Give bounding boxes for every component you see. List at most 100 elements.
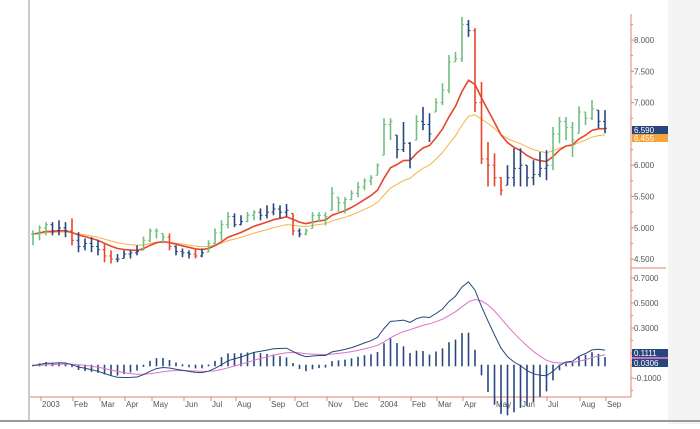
time-tick-label: Oct xyxy=(296,400,309,409)
last-price-label-bg xyxy=(632,126,668,134)
ohlc-bar xyxy=(102,243,107,263)
ohlc-bar xyxy=(258,208,263,221)
macd-line xyxy=(32,281,606,379)
macd-tick-label: 0.5000 xyxy=(634,299,659,308)
ohlc-bar xyxy=(187,250,191,259)
time-tick-label: Feb xyxy=(74,400,88,409)
price-bars xyxy=(31,16,607,264)
ohlc-bar xyxy=(466,19,471,37)
ohlc-bar xyxy=(193,248,198,259)
macd-axis: 0.7000 0.5000 0.3000 -0.1000 xyxy=(631,274,662,391)
ohlc-bar xyxy=(434,98,438,113)
ohlc-bar xyxy=(278,205,282,219)
ohlc-bar xyxy=(304,228,308,236)
ohlc-bar xyxy=(330,187,334,211)
ohlc-bar xyxy=(447,55,451,94)
macd-tick-label: 0.7000 xyxy=(634,274,659,283)
time-tick-label: Aug xyxy=(581,400,595,409)
time-tick-label: Nov xyxy=(328,400,342,409)
ohlc-bar xyxy=(479,81,484,164)
ohlc-bar xyxy=(70,218,74,246)
last-macd-label-bg xyxy=(632,349,668,357)
time-tick-label: Aug xyxy=(237,400,251,409)
time-tick-label: Jun xyxy=(185,400,198,409)
price-tick-label: 4.500 xyxy=(634,255,655,264)
ohlc-bar xyxy=(271,203,276,216)
ohlc-bar xyxy=(174,245,178,256)
ohlc-bar xyxy=(343,197,347,214)
ohlc-bar xyxy=(219,220,224,241)
last-ma-label: 6.455 xyxy=(634,134,655,143)
ohlc-bar xyxy=(460,16,464,62)
ohlc-bar xyxy=(63,222,68,238)
ohlc-bar xyxy=(388,118,393,141)
price-axis: 8.000 7.500 7.000 6.000 5.500 5.000 4.500 xyxy=(630,14,666,397)
ohlc-bar xyxy=(570,122,575,158)
ohlc-bar xyxy=(96,240,100,256)
ohlc-bar xyxy=(83,238,87,251)
ohlc-bar xyxy=(232,213,237,228)
ohlc-bar xyxy=(557,116,562,144)
ohlc-bar xyxy=(180,248,185,258)
ohlc-bar xyxy=(213,228,217,246)
ohlc-bar xyxy=(473,28,477,112)
ohlc-bar xyxy=(427,113,432,143)
price-tick-label: 5.500 xyxy=(634,193,655,202)
time-tick-label: 2003 xyxy=(42,400,60,409)
ohlc-bar xyxy=(512,148,516,187)
ohlc-bar xyxy=(135,245,139,256)
ohlc-bar xyxy=(206,240,211,253)
ohlc-bar xyxy=(395,134,399,159)
ohlc-bar xyxy=(362,178,367,191)
time-tick-label: Sep xyxy=(607,400,622,409)
ohlc-bar xyxy=(590,100,594,121)
time-tick-label: Mar xyxy=(438,400,452,409)
ohlc-bar xyxy=(323,212,328,226)
right-margin-panel xyxy=(668,0,700,424)
ohlc-bar xyxy=(317,212,321,223)
macd-tick-label: -0.1000 xyxy=(634,374,662,383)
ohlc-bar xyxy=(603,110,607,134)
time-tick-label: Apr xyxy=(464,400,477,409)
ohlc-bar xyxy=(518,148,523,187)
time-tick-label: Jul xyxy=(212,400,222,409)
time-tick-label: Jul xyxy=(548,400,558,409)
ohlc-bar xyxy=(453,51,458,63)
ohlc-bar xyxy=(349,190,354,201)
ohlc-bar xyxy=(421,106,425,131)
price-tick-label: 6.000 xyxy=(634,161,655,170)
ohlc-bar xyxy=(414,115,419,141)
time-tick-label: May xyxy=(496,400,511,409)
ohlc-bar xyxy=(167,233,172,251)
ohlc-bar xyxy=(499,177,503,196)
ohlc-bar xyxy=(161,232,165,244)
ohlc-bar xyxy=(356,182,360,198)
last-ma-label-bg xyxy=(632,134,668,142)
ohlc-bar xyxy=(122,250,126,259)
ohlc-bar xyxy=(252,210,256,221)
ohlc-bar xyxy=(538,152,542,178)
ohlc-bar xyxy=(310,212,315,229)
ohlc-bar xyxy=(531,160,536,186)
time-tick-label: Apr xyxy=(126,400,139,409)
ohlc-bar xyxy=(297,228,302,238)
ohlc-bar xyxy=(31,230,35,246)
last-histogram-label: 0.0306 xyxy=(634,359,659,368)
ohlc-bar xyxy=(200,248,204,258)
ohlc-bar xyxy=(265,205,269,219)
ohlc-bar xyxy=(226,212,230,229)
ohlc-bar xyxy=(583,111,588,126)
price-tick-label: 8.000 xyxy=(634,36,655,45)
ohlc-bar xyxy=(486,142,490,187)
ohlc-bar xyxy=(492,153,497,187)
macd-signal-line xyxy=(32,298,606,375)
last-histogram-label-bg xyxy=(632,359,668,367)
moving-averages xyxy=(32,79,606,252)
ohlc-bar xyxy=(154,228,159,239)
ohlc-bar xyxy=(109,250,113,264)
ohlc-bar xyxy=(245,212,250,223)
ohlc-bar xyxy=(382,118,386,156)
time-tick-label: Sep xyxy=(271,400,286,409)
ohlc-bar xyxy=(89,237,94,253)
